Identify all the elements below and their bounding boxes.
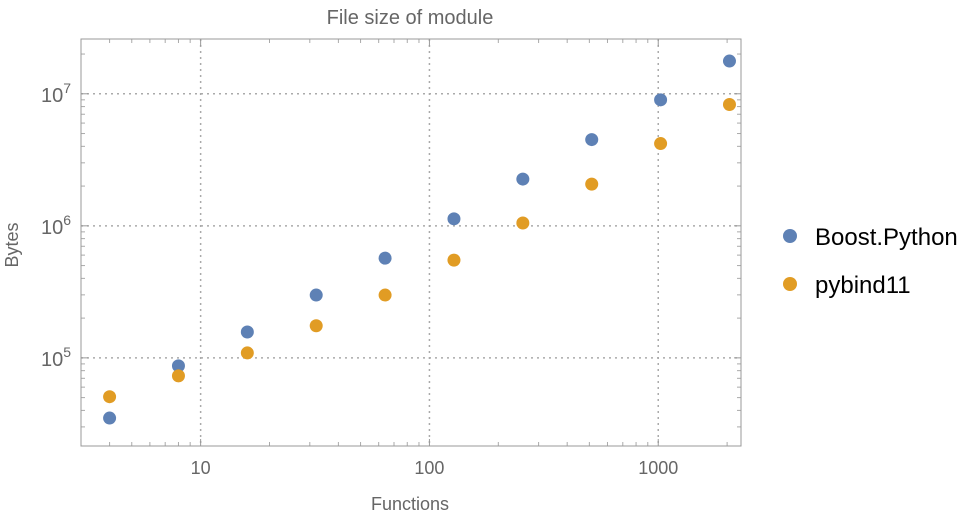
data-point-boost-python [447,212,461,226]
plot-frame [80,38,742,447]
data-point-boost-python [654,93,668,107]
y-tick-label: 105 [41,344,71,371]
data-point-boost-python [309,288,323,302]
data-point-pybind11 [378,288,392,302]
data-point-pybind11 [309,319,323,333]
data-point-pybind11 [240,346,254,360]
data-point-pybind11 [722,97,736,111]
x-tick-label: 10 [191,458,211,478]
data-point-boost-python [516,172,530,186]
x-axis-label: Functions [371,494,449,513]
data-point-pybind11 [447,253,461,267]
data-point-boost-python [585,133,599,147]
chart-title: File size of module [327,7,494,29]
data-point-pybind11 [516,216,530,230]
y-tick-label: 107 [41,80,71,107]
data-point-boost-python [378,251,392,265]
legend-label: pybind11 [815,272,911,299]
legend-label: Boost.Python [815,224,958,251]
legend-marker [783,229,797,243]
data-point-boost-python [103,411,117,425]
data-point-pybind11 [654,137,668,151]
data-point-pybind11 [171,369,185,383]
data-point-boost-python [722,54,736,68]
y-axis-label: Bytes [2,222,22,267]
data-point-boost-python [171,359,185,373]
legend-marker [783,277,797,291]
data-point-pybind11 [585,177,599,191]
data-point-boost-python [240,325,254,339]
legend: Boost.Python pybind11 [783,224,958,299]
y-tick-label: 106 [41,212,71,239]
data-point-pybind11 [103,390,117,404]
x-tick-label: 1000 [638,458,678,478]
x-tick-label: 100 [414,458,444,478]
